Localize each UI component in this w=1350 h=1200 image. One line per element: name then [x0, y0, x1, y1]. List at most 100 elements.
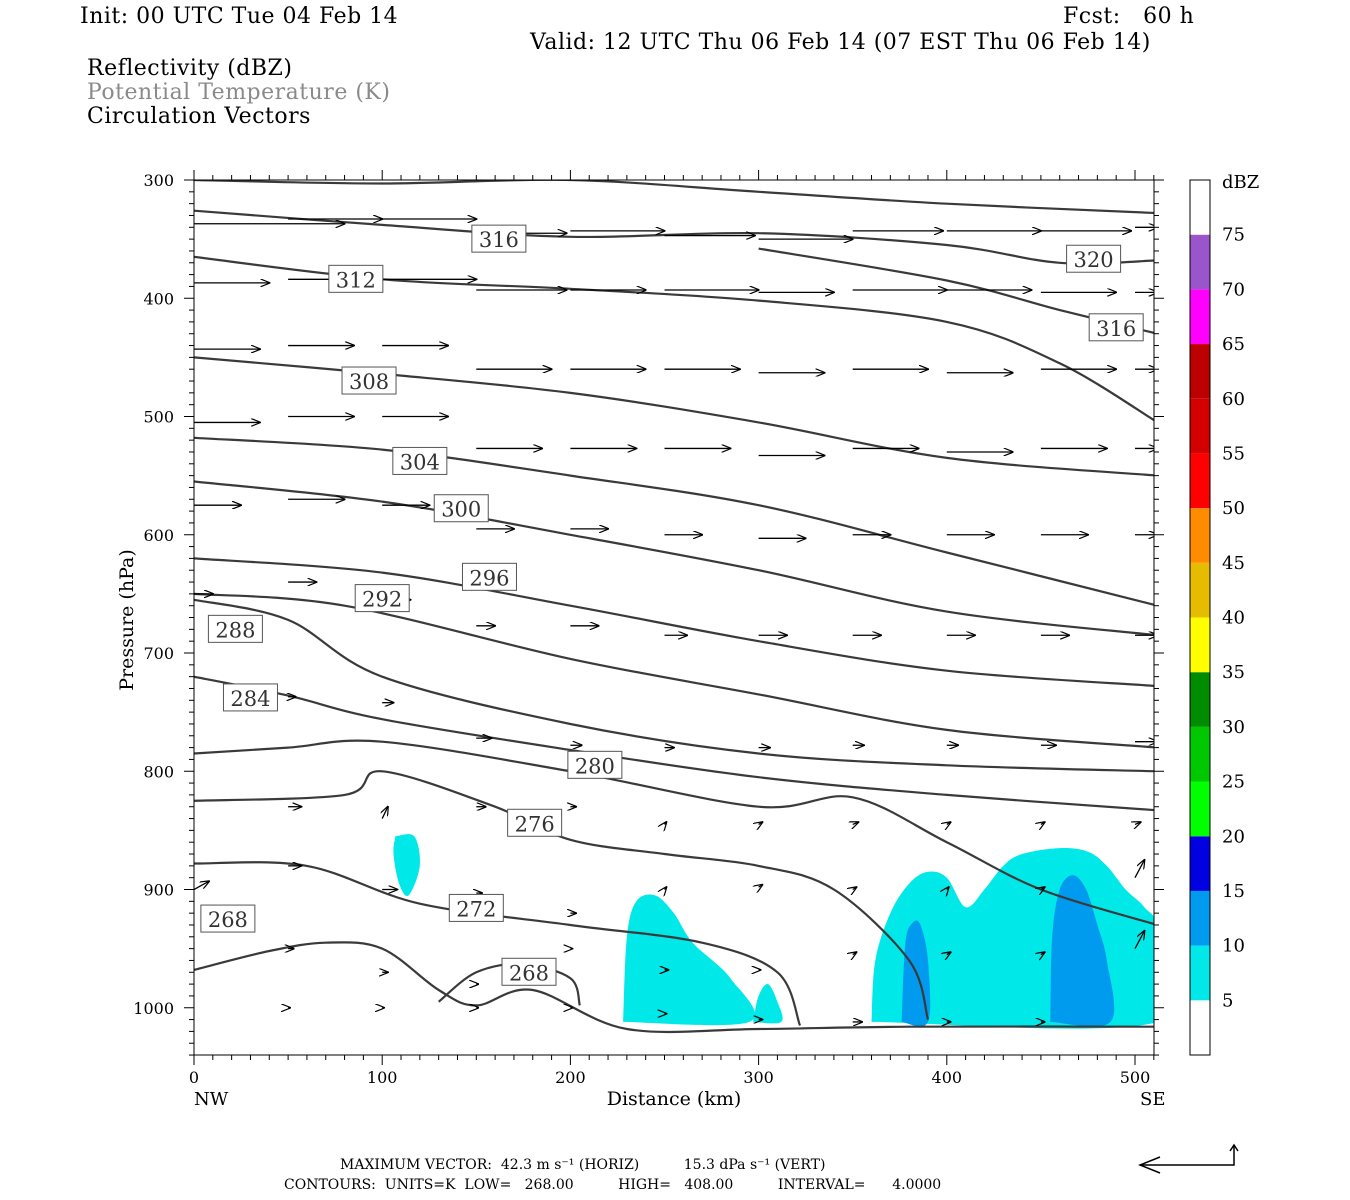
theta-label-box	[200, 904, 256, 933]
y-tick-label: 400	[143, 289, 174, 308]
x-tick-label: 300	[743, 1068, 774, 1087]
theta-label: 316	[479, 228, 519, 252]
colorbar-swatch	[1190, 1000, 1210, 1055]
colorbar-swatch	[1190, 453, 1210, 509]
colorbar-tick-label: 25	[1222, 772, 1245, 793]
field-potential-temperature: Potential Temperature (K)	[87, 80, 391, 105]
y-tick-label: 700	[143, 644, 174, 663]
theta-label-box	[1066, 244, 1122, 273]
circulation-vector	[1135, 822, 1141, 824]
colorbar-swatch	[1190, 726, 1210, 782]
y-tick-label: 800	[143, 762, 174, 781]
colorbar-tick-label: 60	[1222, 389, 1245, 410]
theta-contour-300	[194, 480, 1154, 637]
colorbar-swatch	[1190, 562, 1210, 618]
x-tick-label: 0	[189, 1068, 199, 1087]
colorbar-swatch	[1190, 180, 1210, 235]
circulation-vector	[759, 822, 763, 824]
colorbar-swatch	[1190, 289, 1210, 345]
theta-label-box	[471, 224, 527, 253]
y-axis-label: Pressure (hPa)	[116, 549, 138, 691]
colorbar-tick-label: 70	[1222, 279, 1245, 300]
circulation-vector	[853, 887, 857, 889]
theta-label: 300	[441, 498, 481, 522]
circulation-vector	[947, 952, 951, 954]
circulation-vector	[665, 887, 667, 889]
theta-label: 276	[515, 812, 555, 836]
theta-label: 284	[230, 687, 270, 711]
colorbar-tick-label: 35	[1222, 662, 1245, 683]
x-left-end-label: NW	[194, 1089, 229, 1110]
theta-contour-276	[194, 770, 930, 1020]
theta-contour-280	[194, 739, 1154, 926]
colorbar-swatch	[1190, 617, 1210, 673]
x-tick-label: 500	[1120, 1068, 1151, 1087]
y-tick-label: 300	[143, 171, 174, 190]
theta-contour-288	[194, 598, 1154, 773]
theta-contour-272	[194, 861, 802, 1026]
field-circulation-vectors: Circulation Vectors	[87, 104, 311, 129]
theta-label: 312	[336, 268, 376, 292]
colorbar-tick-label: 10	[1222, 936, 1245, 957]
circulation-vector	[665, 822, 667, 824]
colorbar-tick-label: 55	[1222, 443, 1245, 464]
circulation-vector	[947, 887, 949, 889]
y-tick-label: 900	[143, 881, 174, 900]
x-tick-label: 200	[555, 1068, 586, 1087]
circulation-vector	[1041, 887, 1045, 889]
theta-label: 296	[469, 566, 509, 590]
theta-label-box	[207, 614, 263, 643]
theta-contour-320	[194, 180, 1154, 215]
circulation-vector	[1041, 822, 1045, 824]
reflectivity-area-5dbz	[753, 983, 783, 1024]
circulation-vector	[194, 881, 209, 891]
theta-label-box	[433, 494, 489, 523]
theta-label-box	[507, 808, 563, 837]
theta-label-box	[1088, 313, 1144, 342]
theta-label-box	[392, 446, 448, 475]
x-tick-label: 400	[932, 1068, 963, 1087]
reflectivity-area-5dbz	[393, 834, 421, 897]
y-tick-label: 600	[143, 526, 174, 545]
reference-vector-icon	[1137, 1143, 1239, 1174]
colorbar-tick-label: 40	[1222, 608, 1245, 629]
colorbar-tick-label: 65	[1222, 334, 1245, 355]
contours-note: CONTOURS: UNITS=K LOW= 268.00 HIGH= 408.…	[284, 1177, 942, 1193]
y-tick-label: 1000	[133, 999, 174, 1018]
circulation-vector	[853, 822, 859, 824]
theta-contour-268	[194, 941, 1154, 1034]
colorbar-tick-label: 45	[1222, 553, 1245, 574]
theta-label-box	[222, 683, 278, 712]
colorbar-swatch	[1190, 234, 1210, 290]
x-tick-label: 100	[367, 1068, 398, 1087]
theta-label: 280	[575, 754, 615, 778]
theta-label: 320	[1074, 248, 1114, 272]
colorbar-tick-label: 5	[1222, 990, 1233, 1011]
theta-label-box	[448, 893, 504, 922]
circulation-vector	[947, 822, 951, 824]
reflectivity-area-5dbz	[623, 894, 756, 1026]
theta-label: 288	[215, 618, 255, 642]
colorbar-frame	[1189, 179, 1211, 1056]
theta-label-box	[354, 584, 410, 613]
theta-label: 292	[362, 588, 402, 612]
colorbar-swatch	[1190, 672, 1210, 727]
circulation-vector	[853, 952, 857, 954]
max-vector-note: MAXIMUM VECTOR: 42.3 m s⁻¹ (HORIZ) 15.3 …	[340, 1157, 826, 1173]
theta-label: 268	[509, 961, 549, 985]
circulation-vector	[1041, 952, 1045, 954]
colorbar-tick-label: 75	[1222, 225, 1245, 246]
theta-label: 272	[456, 897, 496, 921]
colorbar-swatch	[1190, 945, 1210, 1001]
circulation-vector	[759, 885, 763, 887]
theta-label: 316	[1096, 317, 1136, 341]
colorbar-unit: dBZ	[1222, 172, 1259, 193]
theta-label: 304	[400, 450, 440, 474]
colorbar-swatch	[1190, 398, 1210, 454]
theta-contour-292	[194, 592, 1154, 749]
theta-label: 268	[208, 908, 248, 932]
reflectivity-area-10dbz	[1050, 875, 1115, 1027]
colorbar-swatch	[1190, 890, 1210, 946]
circulation-vector	[382, 807, 388, 819]
